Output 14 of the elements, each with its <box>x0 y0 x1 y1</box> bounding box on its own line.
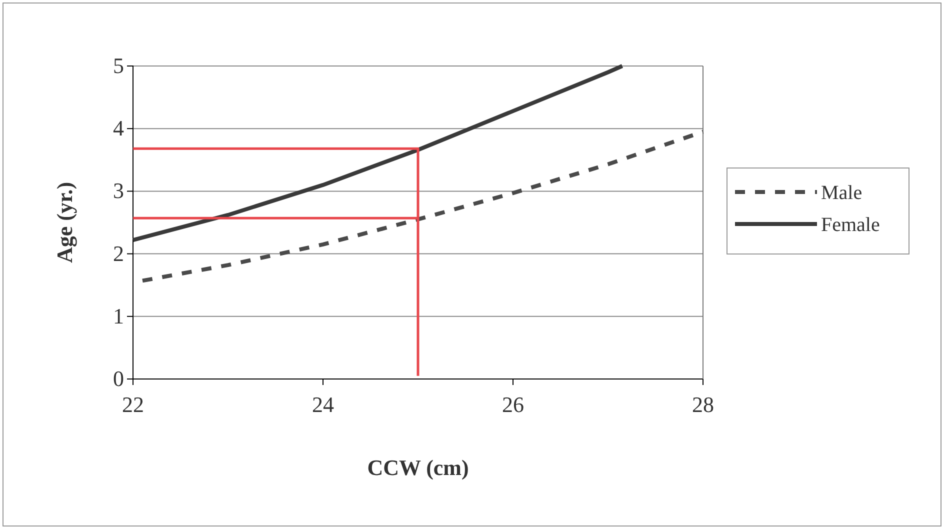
y-tick-label: 3 <box>113 178 124 204</box>
legend-label: Female <box>821 214 880 236</box>
x-tick-label: 24 <box>312 392 334 418</box>
x-axis-title: CCW (cm) <box>367 455 469 480</box>
y-tick-label: 4 <box>113 116 124 141</box>
y-axis-title: Age (yr.) <box>52 182 77 264</box>
x-tick-label: 28 <box>692 392 714 418</box>
x-tick-label: 26 <box>502 392 524 418</box>
legend-label: Male <box>821 182 862 204</box>
y-tick-label: 0 <box>113 366 124 392</box>
y-tick-label: 2 <box>113 240 124 266</box>
y-tick-label: 5 <box>113 53 124 78</box>
y-tick-label: 1 <box>113 303 124 328</box>
x-tick-label: 22 <box>122 392 144 418</box>
